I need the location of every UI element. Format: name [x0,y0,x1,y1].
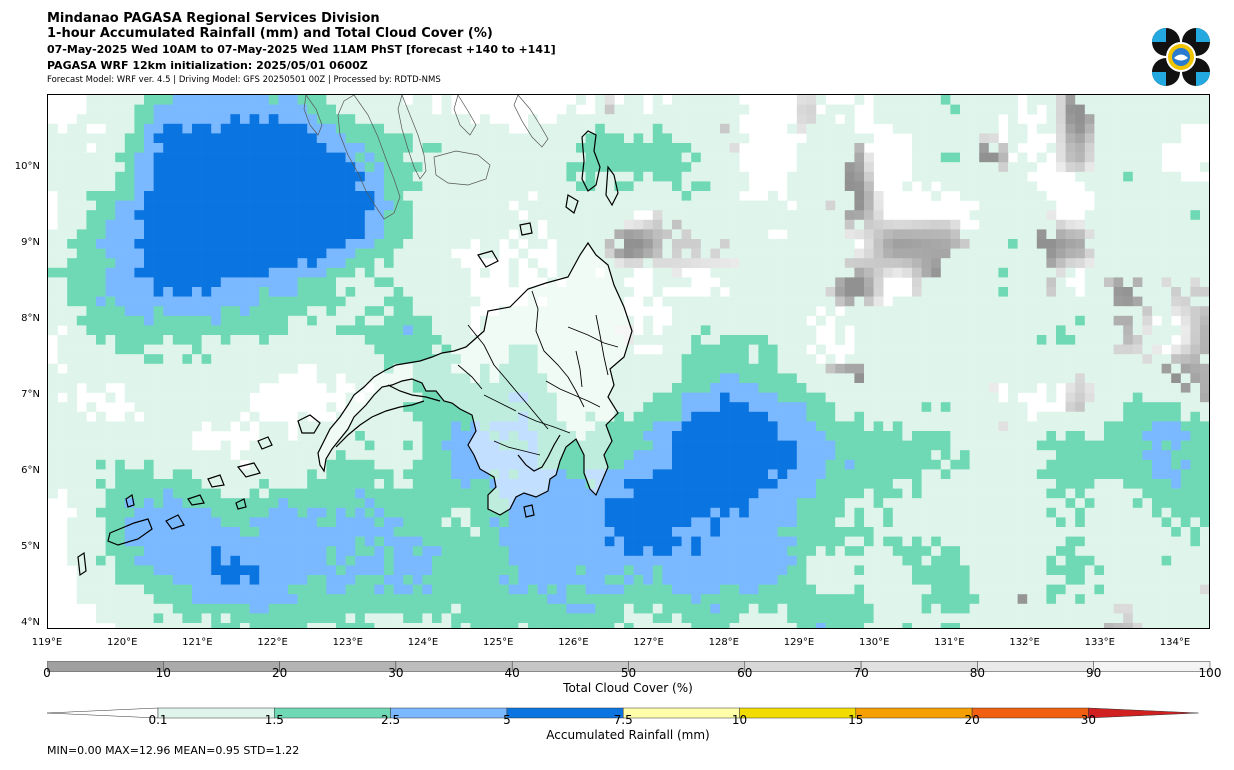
cloud-cover-tick: 0 [43,666,51,680]
statistics-readout: MIN=0.00 MAX=12.96 MEAN=0.95 STD=1.22 [47,744,300,757]
lat-label: 4°N [21,617,40,628]
lon-label: 128°E [708,637,739,648]
lon-label: 125°E [482,637,514,648]
lat-label: 8°N [21,313,40,324]
lon-label: 129°E [783,637,815,648]
cloud-rain-grid [48,95,1209,628]
lat-label: 6°N [21,465,40,476]
rainfall-tick: 0.1 [148,713,168,727]
cloud-cover-tick: 20 [271,666,288,680]
lon-label: 123°E [332,637,363,648]
rainfall-tick: 7.5 [613,713,633,727]
lon-label: 131°E [934,637,965,648]
lon-label: 126°E [558,637,589,648]
map-title: Mindanao PAGASA Regional Services Divisi… [47,11,380,26]
rainfall-tick: 20 [964,713,980,727]
lat-label: 9°N [21,237,40,248]
lat-label: 7°N [21,389,40,400]
cloud-cover-title: Total Cloud Cover (%) [563,681,693,695]
rainfall-tick: 10 [731,713,748,727]
lat-label: 10°N [14,161,40,172]
lon-label: 121°E [182,637,213,648]
valid-time: 07-May-2025 Wed 10AM to 07-May-2025 Wed … [47,43,556,56]
coastline-outlines [77,130,633,577]
rainfall-map [47,94,1210,629]
rainfall-colorbar [40,704,1220,723]
rainfall-tick: 30 [1080,713,1097,727]
lon-label: 133°E [1084,637,1115,648]
lon-label: 119°E [31,637,63,648]
map-subtitle: 1-hour Accumulated Rainfall (mm) and Tot… [47,26,493,41]
rainfall-tick: 15 [848,713,864,727]
rainfall-over-triangle [1088,707,1199,719]
cloud-cover-tick: 40 [504,666,520,680]
cloud-cover-tick: 50 [620,666,637,680]
cloud-cover-tick: 90 [1086,666,1102,680]
cloud-cover-colorbar [46,658,1211,677]
lon-label: 132°E [1009,637,1040,648]
rainfall-tick: 2.5 [381,713,401,727]
cloud-cover-tick: 10 [155,666,171,680]
cloud-cover-tick: 60 [737,666,753,680]
lat-label: 5°N [21,541,40,552]
rainfall-tick: 1.5 [264,713,284,727]
cloud-cover-tick: 70 [853,666,869,680]
cloud-cover-tick: 100 [1198,666,1222,680]
lon-label: 130°E [858,637,890,648]
lon-label: 120°E [106,637,138,648]
rainfall-tick: 5 [503,713,511,727]
lon-label: 124°E [407,637,439,648]
cloud-cover-tick: 80 [969,666,986,680]
lon-label: 122°E [257,637,288,648]
init-time: PAGASA WRF 12km initialization: 2025/05/… [47,59,368,72]
pagasa-logo [1150,27,1212,87]
cloud-cover-tick: 30 [388,666,404,680]
credits: Forecast Model: WRF ver. 4.5 | Driving M… [47,75,441,85]
lon-label: 134°E [1159,637,1191,648]
lon-label: 127°E [633,637,664,648]
cloud-cover-swatch [1093,661,1211,672]
visayas-coastlines [303,95,549,220]
mindanao-coastline [317,241,633,516]
rainfall-title: Accumulated Rainfall (mm) [546,728,710,742]
